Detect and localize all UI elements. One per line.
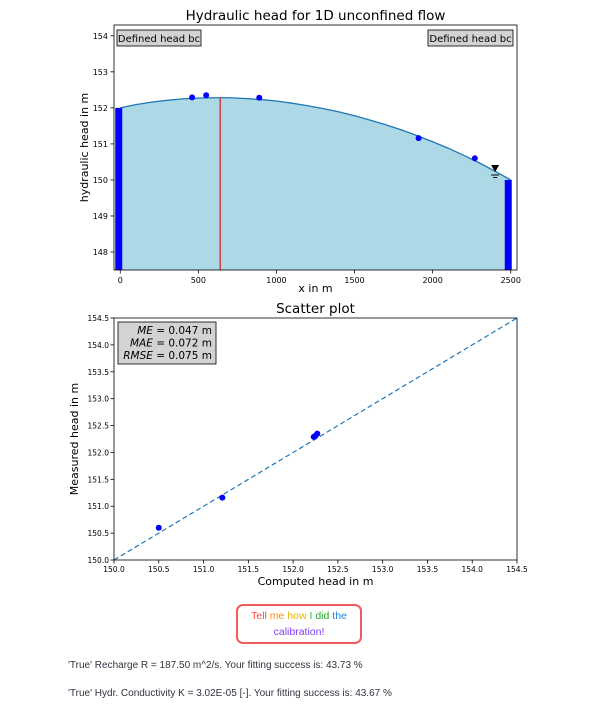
observation-point [189, 94, 196, 101]
stat-mae: MAE = 0.072 m [130, 338, 212, 350]
y-tick-label: 150.5 [88, 529, 110, 538]
y-axis-label: hydraulic head in m [78, 93, 91, 203]
x-tick-label: 0 [118, 276, 123, 285]
x-axis-label: x in m [298, 282, 332, 295]
x-tick-label: 1500 [344, 276, 364, 285]
x-tick-label: 152.0 [282, 565, 304, 574]
stat-rmse: RMSE = 0.075 m [123, 350, 212, 362]
x-tick-label: 2000 [422, 276, 442, 285]
y-tick-label: 151.0 [88, 502, 110, 511]
y-tick-label: 154.0 [88, 341, 110, 350]
x-tick-label: 153.5 [417, 565, 439, 574]
y-tick-label: 149 [93, 212, 108, 221]
y-tick-label: 151.5 [88, 475, 110, 484]
x-tick-label: 152.5 [327, 565, 349, 574]
button-word: me [269, 610, 288, 622]
y-tick-label: 154 [93, 32, 108, 41]
conductivity-result-text: 'True' Hydr. Conductivity K = 3.02E-05 [… [68, 688, 392, 699]
y-tick-label: 152 [93, 104, 108, 113]
calibration-feedback-button[interactable]: Tell me how I did the calibration! [236, 604, 362, 644]
stat-me: ME = 0.047 m [137, 325, 212, 337]
button-word: I [309, 610, 316, 622]
x-tick-label: 151.0 [193, 565, 215, 574]
left-bc-label-box [116, 29, 202, 47]
head-curve-line [120, 97, 512, 181]
stat-name: RMSE [123, 350, 153, 362]
y-tick-label: 153.0 [88, 395, 110, 404]
y-tick-label: 151 [93, 140, 108, 149]
x-tick-label: 154.5 [506, 565, 528, 574]
recharge-result-text: 'True' Recharge R = 187.50 m^2/s. Your f… [68, 660, 363, 671]
button-word: calibration! [273, 626, 325, 638]
y-tick-label: 152.0 [88, 448, 110, 457]
right-bc-label: Defined head bc [429, 34, 511, 45]
x-tick-label: 154.0 [461, 565, 483, 574]
stat-name: ME [137, 325, 153, 337]
x-tick-label: 2500 [501, 276, 521, 285]
x-tick-label: 500 [191, 276, 206, 285]
observation-point [256, 94, 263, 101]
y-tick-label: 152.5 [88, 422, 110, 431]
x-tick-label: 150.5 [148, 565, 170, 574]
y-tick-label: 153.5 [88, 368, 110, 377]
y-axis-label: Measured head in m [68, 383, 81, 495]
stat-name: MAE [130, 338, 153, 350]
x-tick-label: 153.0 [372, 565, 394, 574]
left-bc-label: Defined head bc [118, 34, 200, 45]
observation-point [415, 135, 422, 142]
right-bc-label-box [427, 29, 514, 47]
x-tick-label: 151.5 [238, 565, 260, 574]
chart-title: Scatter plot [276, 301, 355, 317]
plot-frame [113, 317, 518, 561]
stats-box [117, 321, 217, 365]
button-word: the [332, 610, 347, 622]
water-table-marker-icon [491, 165, 500, 172]
button-word: did [315, 610, 333, 622]
scatter-point [155, 524, 162, 531]
scatter-point [219, 494, 226, 501]
y-tick-label: 148 [93, 248, 108, 257]
x-tick-label: 1000 [266, 276, 286, 285]
y-tick-label: 150 [93, 176, 108, 185]
button-word: Tell [251, 610, 270, 622]
stat-value: = 0.047 m [153, 325, 212, 337]
stat-value: = 0.072 m [153, 338, 212, 350]
scatter-point [314, 430, 321, 437]
button-word: how [287, 610, 310, 622]
plot-frame [113, 24, 518, 271]
y-tick-label: 150.0 [88, 556, 110, 565]
stat-value: = 0.075 m [153, 350, 212, 362]
left-boundary-bar [115, 107, 123, 270]
observation-point [471, 155, 478, 162]
right-boundary-bar [504, 179, 512, 270]
x-axis-label: Computed head in m [258, 575, 374, 588]
y-tick-label: 154.5 [88, 314, 110, 323]
hydraulic-head-chart: Hydraulic head for 1D unconfined flow Def… [78, 8, 521, 295]
aquifer-fill-area [120, 97, 511, 270]
calibration-feedback-label: Tell me how I did the calibration! [242, 608, 356, 640]
observation-point [203, 92, 210, 99]
x-tick-label: 150.0 [103, 565, 125, 574]
chart-title: Hydraulic head for 1D unconfined flow [186, 8, 446, 24]
y-tick-label: 153 [93, 68, 108, 77]
